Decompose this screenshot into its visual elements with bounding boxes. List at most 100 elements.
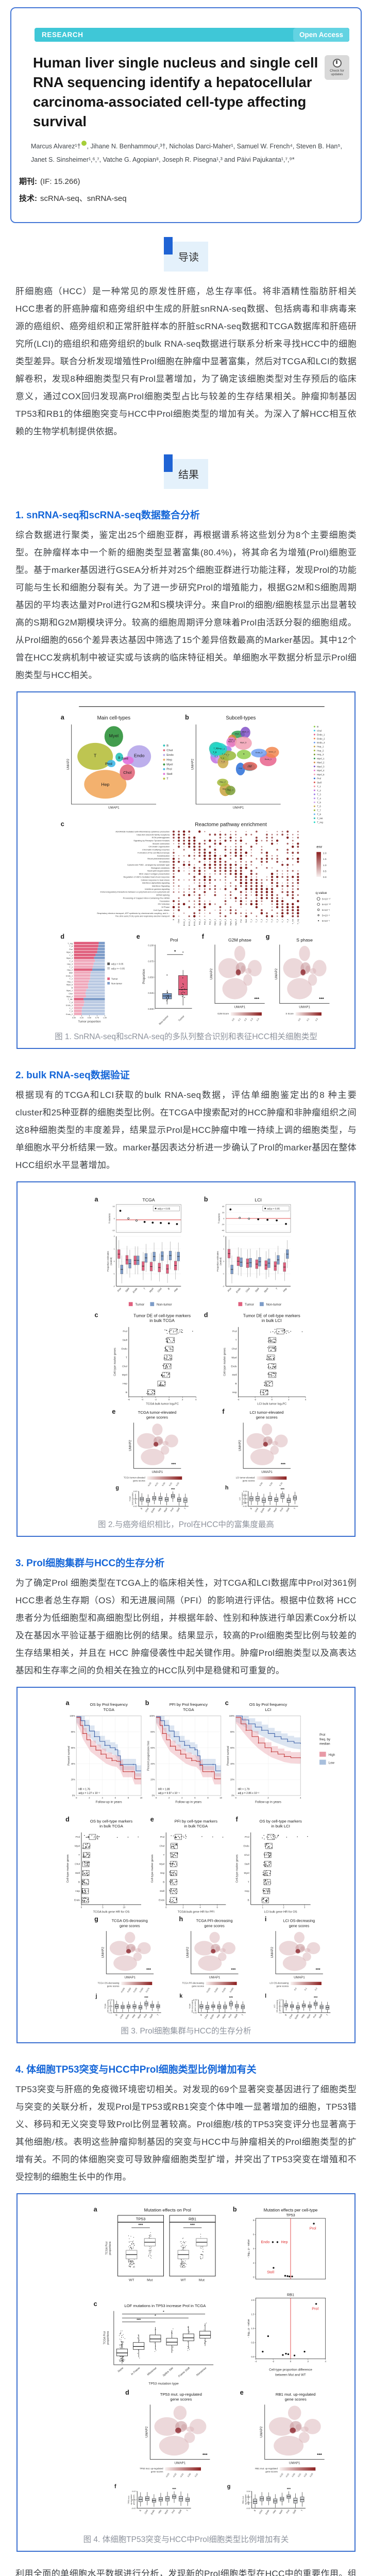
svg-text:B: B: [284, 2014, 288, 2016]
svg-text:Translation: Translation: [160, 900, 170, 902]
svg-text:UMAP1: UMAP1: [175, 2462, 186, 2465]
authors-line: Marcus Alvarez¹†, Jihane N. Benhammou²,³…: [31, 140, 349, 166]
svg-text:5×10⁻⁹: 5×10⁻⁹: [322, 909, 330, 912]
svg-text:Endo_3: Endo_3: [317, 741, 325, 744]
svg-text:Non-tumor: Non-tumor: [159, 1015, 170, 1026]
svg-text:Myel: Myel: [137, 2014, 142, 2020]
svg-text:UMAP2: UMAP2: [238, 1439, 242, 1451]
svg-text:Visual phototransduction: Visual phototransduction: [147, 857, 170, 860]
svg-text:80%: 80%: [230, 1731, 235, 1733]
svg-text:1.0: 1.0: [251, 2327, 255, 2330]
svg-text:Hep_3: Hep_3: [67, 963, 73, 965]
svg-text:*: *: [155, 2314, 156, 2318]
closing-paragraph: 利用全面的单细胞水平数据进行分析，发现新的Prol细胞类型在HCC中的重要作用。…: [15, 2569, 357, 2576]
svg-text:gene scores: gene scores: [120, 1924, 140, 1928]
svg-text:T_7: T_7: [226, 754, 229, 756]
svg-text:PFI by Prol frequency: PFI by Prol frequency: [170, 1702, 208, 1707]
svg-text:Endo_2: Endo_2: [188, 919, 190, 926]
svg-text:Frame Shift: Frame Shift: [178, 2367, 191, 2379]
svg-text:Myel_1: Myel_1: [235, 733, 241, 735]
svg-text:0: 0: [223, 1217, 224, 1219]
svg-text:g: g: [94, 1916, 98, 1923]
svg-text:LCI tumor-elevated: LCI tumor-elevated: [236, 1477, 255, 1479]
svg-text:0.05: 0.05: [268, 1481, 273, 1486]
svg-text:q-value: q-value: [315, 891, 327, 895]
svg-text:0%: 0%: [72, 1794, 75, 1797]
svg-text:T: T: [241, 2013, 244, 2016]
svg-text:Stell: Stell: [75, 1872, 80, 1875]
svg-text:-0.02: -0.02: [246, 2507, 250, 2510]
svg-text:G2M Score: G2M Score: [217, 1012, 229, 1015]
journal-label: 期刊:: [19, 177, 37, 186]
svg-text:Hep_1: Hep_1: [67, 981, 73, 983]
svg-text:T: T: [143, 1287, 147, 1291]
svg-text:Prol: Prol: [170, 1507, 174, 1512]
svg-text:up-regulated: up-regulated: [130, 2495, 132, 2505]
svg-text:h: h: [179, 1916, 183, 1923]
check-for-updates-badge[interactable]: Check for updates: [325, 55, 349, 80]
svg-text:B: B: [172, 919, 175, 920]
svg-text:Hep: Hep: [160, 1872, 165, 1875]
svg-text:Prol: Prol: [240, 919, 242, 923]
svg-text:TCGA: TCGA: [129, 1496, 131, 1502]
svg-text:(scaled): (scaled): [110, 1257, 112, 1265]
svg-text:0.5: 0.5: [251, 2342, 255, 2344]
svg-text:B: B: [253, 2509, 257, 2512]
svg-text:Endo_1: Endo_1: [317, 734, 325, 736]
svg-text:T: T: [300, 2509, 303, 2512]
svg-text:Myel: Myel: [273, 1507, 278, 1513]
svg-text:c: c: [94, 2300, 97, 2308]
svg-text:0.075: 0.075: [148, 960, 154, 962]
svg-text:Respiratory electron transport: Respiratory electron transport, ATP synt…: [97, 912, 170, 914]
svg-text:B: B: [115, 2014, 118, 2016]
svg-text:gene scores: gene scores: [289, 1924, 310, 1928]
svg-text:UMAP2: UMAP2: [260, 2426, 263, 2437]
svg-text:Chol: Chol: [177, 919, 180, 923]
svg-text:WT: WT: [129, 2279, 134, 2282]
svg-text:Myel: Myel: [75, 1845, 80, 1848]
svg-text:*: *: [174, 949, 176, 954]
svg-text:Hep_2: Hep_2: [67, 969, 73, 971]
check-updates-label: Check for updates: [330, 69, 344, 77]
svg-text:5×10⁻¹³: 5×10⁻¹³: [322, 903, 331, 906]
svg-text:0: 0: [114, 1261, 115, 1263]
svg-text:0.00: 0.00: [243, 1502, 247, 1504]
svg-text:T statistic: T statistic: [108, 1213, 111, 1224]
svg-text:Hep: Hep: [157, 1507, 162, 1512]
svg-text:0.01: 0.01: [194, 2472, 199, 2478]
svg-text:Myel: Myel: [163, 1507, 168, 1513]
svg-text:-4: -4: [238, 1398, 240, 1401]
svg-text:0.1: 0.1: [279, 2006, 282, 2008]
svg-text:Cell-type marker genes: Cell-type marker genes: [114, 1348, 117, 1376]
svg-text:Hep_3: Hep_3: [227, 789, 233, 791]
svg-text:d: d: [204, 1311, 208, 1318]
svg-text:Chromatin organization: Chromatin organization: [148, 845, 170, 848]
svg-text:T: T: [94, 753, 97, 758]
svg-text:B: B: [248, 1899, 249, 1902]
svg-text:S Score: S Score: [285, 1012, 294, 1015]
svg-text:Tumor: Tumor: [111, 978, 118, 980]
svg-text:Hep: Hep: [158, 2509, 162, 2514]
svg-text:***: ***: [316, 1968, 320, 1972]
svg-text:Hep_1: Hep_1: [317, 745, 324, 748]
svg-text:1.5: 1.5: [251, 2313, 255, 2316]
svg-text:1.5: 1.5: [323, 858, 327, 861]
svg-text:Endo: Endo: [159, 1899, 165, 1902]
svg-text:Percent survival: Percent survival: [67, 1746, 71, 1766]
svg-text:TCGA bulk gene HR for OS: TCGA bulk gene HR for OS: [93, 1910, 130, 1913]
svg-text:100%: 100%: [229, 1715, 235, 1717]
svg-text:T_5: T_5: [317, 801, 321, 804]
svg-text:Myel: Myel: [109, 733, 119, 738]
svg-text:0: 0: [272, 1398, 273, 1401]
svg-text:Endo: Endo: [231, 1365, 237, 1368]
svg-text:0.100: 0.100: [148, 944, 154, 946]
svg-text:Hep: Hep: [232, 1391, 237, 1394]
svg-text:2: 2: [267, 1797, 269, 1799]
svg-text:***: ***: [314, 1996, 318, 2000]
svg-text:Endo: Endo: [265, 2509, 270, 2515]
svg-text:UMAP2: UMAP2: [129, 1439, 132, 1451]
svg-text:a: a: [94, 2206, 98, 2213]
svg-text:40%: 40%: [71, 1762, 76, 1765]
svg-text:0.025: 0.025: [148, 992, 154, 994]
svg-text:TP53: TP53: [286, 2213, 295, 2217]
